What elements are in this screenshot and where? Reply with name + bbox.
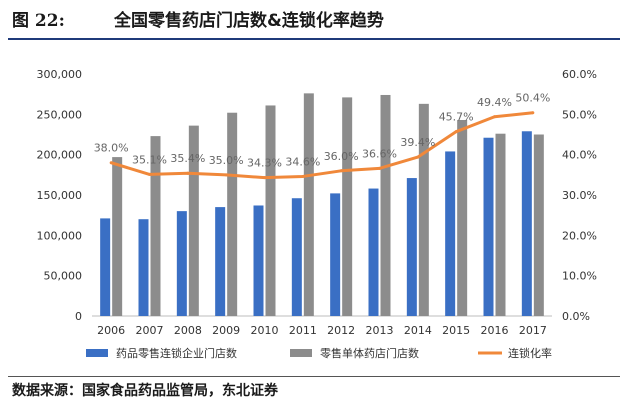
rate-point (339, 169, 343, 173)
x-tick-label: 2007 (136, 324, 164, 337)
bar-total (303, 93, 314, 316)
x-tick-label: 2015 (442, 324, 470, 337)
y-left-tick-label: 100,000 (37, 229, 83, 242)
rate-data-label: 36.6% (362, 147, 397, 160)
bar-total (457, 119, 468, 316)
y-left-tick-label: 150,000 (37, 189, 83, 202)
y-left-tick-label: 250,000 (37, 108, 83, 121)
y-left-tick-label: 200,000 (37, 149, 83, 162)
x-tick-label: 2014 (404, 324, 432, 337)
y-left-tick-label: 50,000 (44, 270, 83, 283)
rate-data-label: 39.4% (400, 136, 435, 149)
rate-point (454, 130, 458, 134)
x-tick-label: 2012 (327, 324, 355, 337)
x-tick-label: 2017 (519, 324, 547, 337)
bar-total (188, 125, 199, 316)
bar-chain (406, 178, 417, 316)
bar-chain (483, 137, 494, 316)
rate-data-label: 35.4% (170, 152, 205, 165)
bar-chain (445, 151, 456, 316)
y-right-tick-label: 40.0% (562, 149, 597, 162)
rate-point (378, 166, 381, 170)
header-rule (8, 38, 620, 40)
x-tick-label: 2009 (212, 324, 240, 337)
y-left-tick-label: 300,000 (37, 68, 83, 81)
bar-chain (138, 219, 149, 316)
y-right-tick-label: 10.0% (562, 270, 597, 283)
figure-title: 全国零售药店门店数&连锁化率趋势 (114, 11, 384, 31)
rate-data-label: 35.1% (132, 153, 167, 166)
x-tick-label: 2011 (289, 324, 317, 337)
figure-header: 图 22: 全国零售药店门店数&连锁化率趋势 (0, 0, 620, 36)
rate-point (148, 172, 151, 176)
source-rule (8, 376, 620, 377)
x-tick-label: 2006 (97, 324, 125, 337)
bar-total (265, 105, 276, 317)
x-tick-label: 2013 (366, 324, 394, 337)
bar-chain (253, 205, 264, 316)
rate-data-label: 50.4% (515, 92, 550, 105)
rate-line (110, 111, 533, 180)
legend-swatch (86, 349, 108, 357)
bar-total (495, 133, 506, 316)
y-right-tick-label: 20.0% (562, 229, 597, 242)
bar-total (418, 103, 429, 316)
bar-total (150, 136, 161, 316)
bar-total (112, 157, 123, 316)
bar-chain (100, 218, 111, 316)
rate-data-label: 45.7% (439, 111, 474, 124)
rate-data-label: 34.3% (247, 157, 282, 170)
rate-data-label: 49.4% (477, 96, 512, 109)
legend-label: 连锁化率 (508, 346, 552, 360)
legend-swatch (290, 349, 312, 357)
bar-total (380, 94, 391, 316)
x-tick-label: 2008 (174, 324, 202, 337)
rate-point (301, 174, 305, 178)
rate-point (263, 176, 266, 180)
y-right-tick-label: 50.0% (562, 108, 597, 121)
bar-chain (291, 198, 302, 316)
y-left-tick-label: 0 (75, 310, 82, 323)
bar-chain (368, 188, 379, 316)
chart-svg: 0 50,000 100,000 150,000 200,000 250,000 300,0… (37, 68, 597, 360)
rate-point (531, 111, 535, 115)
bar-chain (330, 193, 341, 316)
y-right-tick-label: 0.0% (562, 310, 590, 323)
source-note: 数据来源：国家食品药品监管局，东北证券 (12, 383, 278, 399)
rate-data-label: 35.0% (209, 154, 244, 167)
legend-label: 零售单体药店门店数 (320, 346, 419, 360)
bar-total (533, 134, 544, 316)
rate-point (109, 161, 113, 165)
rate-point (493, 115, 496, 119)
bar-total (227, 112, 238, 316)
chart-area: 0 50,000 100,000 150,000 200,000 250,000 300,0… (0, 44, 640, 374)
rate-data-label: 34.6% (285, 155, 320, 168)
bar-chain (176, 211, 187, 316)
rate-point (416, 155, 420, 159)
rate-data-label: 38.0% (94, 142, 129, 155)
bar-total (342, 97, 353, 316)
bar-chain (215, 207, 226, 316)
rate-data-label: 36.0% (324, 150, 359, 163)
rate-point (186, 171, 190, 175)
bar-chain (521, 131, 532, 316)
rate-point (224, 173, 228, 177)
figure-label: 图 22: (12, 11, 65, 31)
x-tick-label: 2016 (481, 324, 509, 337)
y-right-tick-label: 60.0% (562, 68, 597, 81)
x-tick-label: 2010 (251, 324, 279, 337)
y-right-tick-label: 30.0% (562, 189, 597, 202)
legend-label: 药品零售连锁企业门店数 (116, 346, 237, 360)
